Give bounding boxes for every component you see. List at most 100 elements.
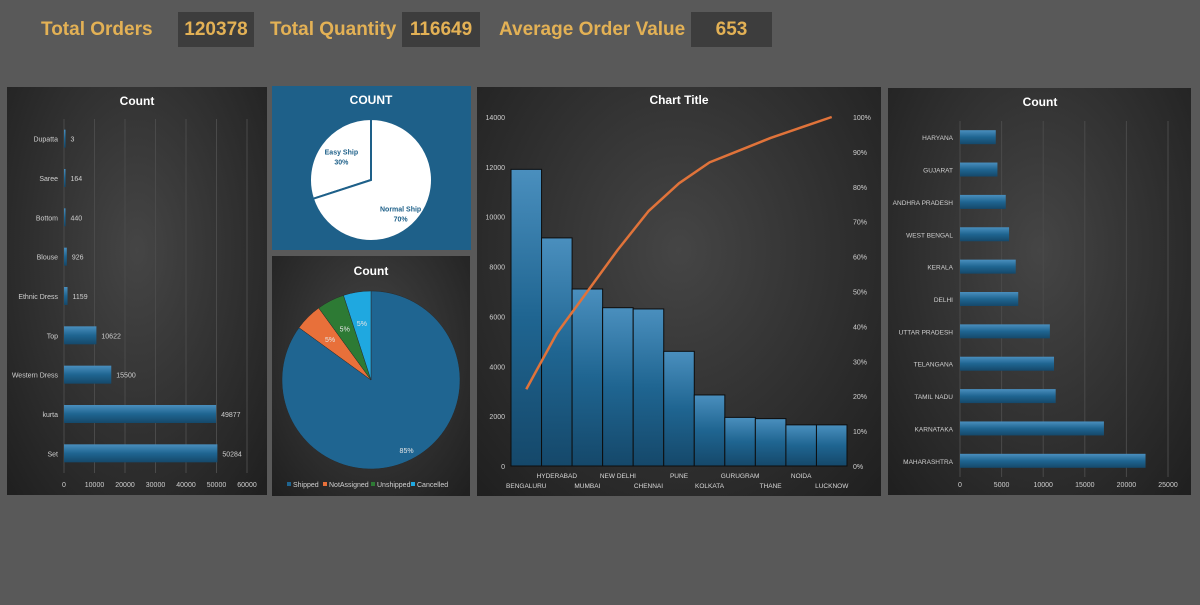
pie-slice	[311, 117, 433, 242]
bar	[754, 418, 787, 467]
category-label: MAHARASHTRA	[903, 459, 954, 466]
x-tick-label: 10000	[1033, 482, 1053, 489]
bar	[602, 307, 634, 467]
chart-title: Count	[354, 264, 389, 278]
y2-tick-label: 80%	[853, 185, 867, 192]
bar	[960, 194, 1006, 209]
state-count-chart: Count 0 5000 10000 15000 20000 25000 HARYANA GUJ…	[888, 88, 1191, 495]
y2-tick-label: 20%	[853, 394, 867, 401]
bar	[64, 247, 67, 266]
category-label: UTTAR PRADESH	[899, 329, 954, 336]
category-label: NEW DELHI	[600, 473, 636, 480]
status-pie-chart: Count 85% 5% 5% 5% Shipped NotAssigned Unshippe…	[272, 256, 470, 496]
pie-slice	[343, 290, 372, 381]
x-tick-label: 40000	[176, 482, 196, 489]
chart-title: Chart Title	[649, 93, 708, 107]
category-label: BENGALURU	[506, 483, 547, 490]
y2-tick-label: 0%	[853, 464, 863, 471]
category-label: GURUGRAM	[721, 473, 760, 480]
y-tick-label: 4000	[489, 364, 505, 371]
category-label: MUMBAI	[574, 483, 600, 490]
category-label: KARNATAKA	[915, 426, 954, 433]
category-label: NOIDA	[791, 473, 812, 480]
y2-tick-label: 70%	[853, 220, 867, 227]
city-pareto-svg: Chart Title 0 2000 4000 6000 8000 10000 12000 14…	[486, 93, 871, 490]
category-label: Saree	[39, 176, 58, 183]
bar	[960, 356, 1055, 371]
slice-percent: 5%	[340, 326, 350, 333]
chart-title: COUNT	[350, 93, 393, 107]
bar	[724, 416, 756, 467]
bar	[510, 168, 543, 467]
total-orders-label: Total Orders	[41, 19, 153, 40]
category-label: CHENNAI	[634, 483, 663, 490]
bar	[960, 227, 1010, 242]
bar	[960, 421, 1104, 436]
cumulative-line	[525, 115, 833, 390]
city-pareto-chart: Chart Title 0 2000 4000 6000 8000 10000 12000 14…	[477, 87, 881, 496]
y-tick-label: 14000	[486, 115, 506, 122]
x-tick-label: 60000	[237, 482, 257, 489]
data-label: 15500	[116, 373, 136, 380]
category-label: LUCKNOW	[815, 483, 849, 490]
slice-percent: 85%	[400, 448, 414, 455]
status-pie-svg: Count 85% 5% 5% 5% Shipped NotAssigned Unshippe…	[281, 264, 461, 489]
bar	[960, 324, 1050, 339]
x-tick-label: 30000	[146, 482, 166, 489]
y2-tick-label: 60%	[853, 255, 867, 262]
category-label: WEST BENGAL	[906, 232, 953, 239]
total-quantity-label: Total Quantity	[270, 19, 397, 40]
legend-swatch	[323, 482, 327, 486]
category-label: kurta	[42, 412, 58, 419]
slice-label: Easy Ship	[325, 149, 358, 156]
data-label: 49877	[221, 412, 241, 419]
category-label: TAMIL NADU	[914, 394, 953, 401]
bar	[64, 287, 68, 305]
category-label: KOLKATA	[695, 483, 725, 490]
bar	[960, 453, 1146, 468]
avg-order-value-label: Average Order Value	[499, 19, 686, 40]
y2-tick-label: 50%	[853, 290, 867, 297]
category-label: KERALA	[927, 265, 953, 272]
category-label: PUNE	[670, 473, 689, 480]
y-tick-label: 2000	[489, 414, 505, 421]
slice-percent: 5%	[357, 321, 367, 328]
x-tick-label: 5000	[994, 482, 1010, 489]
data-label: 3	[71, 137, 75, 144]
slice-label: Normal Ship	[380, 207, 421, 214]
total-orders-value: 120378	[178, 12, 254, 47]
chart-title: Count	[120, 94, 155, 108]
legend-label: Cancelled	[417, 482, 448, 489]
y2-tick-label: 30%	[853, 359, 867, 366]
bar	[960, 259, 1016, 274]
bar	[632, 308, 665, 467]
bar	[64, 169, 66, 187]
data-label: 926	[72, 255, 84, 262]
state-count-svg: Count 0 5000 10000 15000 20000 25000 HARYANA GUJ…	[893, 95, 1178, 489]
category-label: Blouse	[37, 255, 59, 262]
y-tick-label: 12000	[486, 165, 506, 172]
legend-swatch	[411, 482, 415, 486]
category-label: TELANGANA	[914, 362, 954, 369]
slice-percent: 70%	[394, 217, 409, 224]
category-label: Bottom	[36, 215, 58, 222]
ship-service-pie-chart: COUNT Easy Ship 30% Normal Ship 70%	[272, 86, 471, 250]
x-tick-label: 0	[62, 482, 66, 489]
category-label: HARYANA	[922, 135, 953, 142]
category-label: Western Dress	[12, 373, 59, 380]
category-label: GUJARAT	[923, 168, 953, 175]
bar	[64, 405, 217, 423]
category-count-svg: Count 0 10000 20000 30000 40000 50000 60000 Dupa…	[12, 94, 257, 489]
y2-tick-label: 10%	[853, 429, 867, 436]
x-tick-label: 10000	[85, 482, 105, 489]
category-label: Top	[47, 333, 58, 340]
y-tick-label: 6000	[489, 314, 505, 321]
avg-order-value: 653	[691, 12, 772, 47]
data-label: 10622	[101, 333, 121, 340]
legend-swatch	[371, 482, 375, 486]
category-label: HYDERABAD	[537, 473, 578, 480]
y-tick-label: 0	[501, 464, 505, 471]
bar	[663, 350, 695, 467]
y2-tick-label: 90%	[853, 150, 867, 157]
y-tick-label: 10000	[486, 215, 506, 222]
